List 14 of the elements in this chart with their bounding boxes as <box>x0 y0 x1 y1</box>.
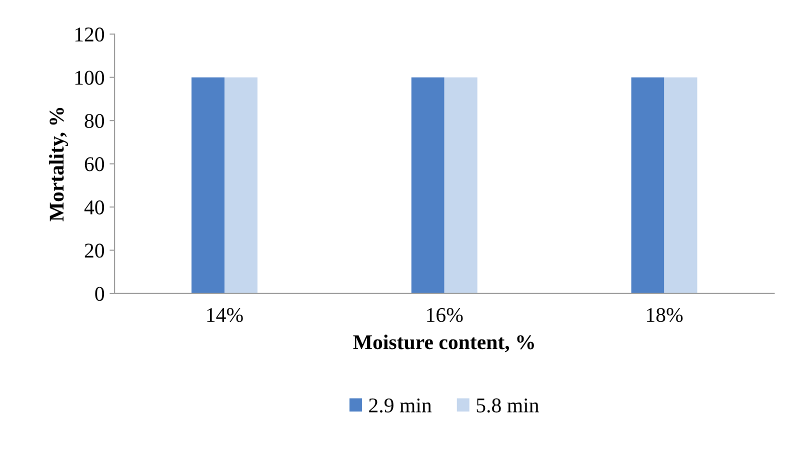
legend-label: 5.8 min <box>476 398 539 413</box>
x-tick-label: 16% <box>427 308 463 322</box>
x-tick-label: 14% <box>207 308 243 322</box>
y-tick-label: 120 <box>75 28 104 42</box>
x-axis-title: Moisture content, % <box>353 334 534 352</box>
legend-label: 2.9 min <box>369 398 432 413</box>
y-tick-label: 40 <box>84 200 104 214</box>
y-tick-label: 0 <box>95 286 104 301</box>
y-tick-label: 80 <box>84 114 104 128</box>
y-tick-label: 20 <box>84 244 104 258</box>
y-tick-label: 60 <box>84 157 104 172</box>
y-tick-label: 100 <box>75 70 104 85</box>
y-axis-title: Mortality, % <box>49 108 68 222</box>
x-tick-label: 18% <box>647 308 683 322</box>
